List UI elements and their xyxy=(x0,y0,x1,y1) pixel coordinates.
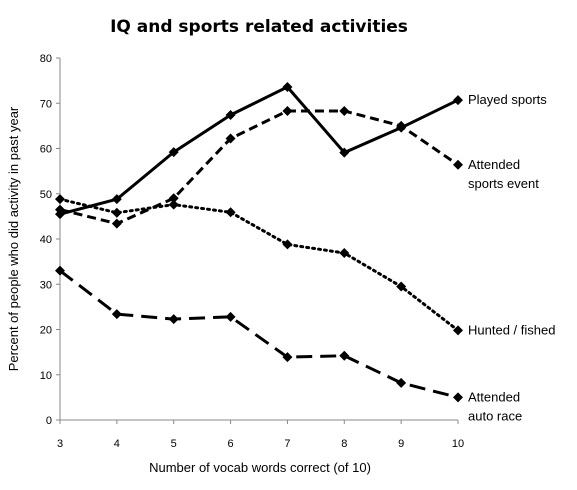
data-point-marker xyxy=(339,105,350,116)
x-tick-label: 6 xyxy=(228,438,234,450)
y-tick-label: 60 xyxy=(40,144,52,156)
data-point-marker xyxy=(55,204,65,215)
data-point-marker xyxy=(168,147,179,158)
y-axis-label: Percent of people who did activity in pa… xyxy=(6,106,21,371)
series-label: Played sports xyxy=(468,92,547,107)
data-point-marker xyxy=(453,159,463,170)
series-line xyxy=(59,85,459,216)
series-played-sports xyxy=(55,81,463,220)
series-layer xyxy=(55,81,463,403)
data-point-marker xyxy=(111,207,122,218)
y-tick-label: 40 xyxy=(40,234,52,246)
series-line xyxy=(58,197,460,332)
x-axis-label: Number of vocab words correct (of 10) xyxy=(149,460,371,475)
y-tick-label: 50 xyxy=(40,189,52,201)
data-point-marker xyxy=(225,133,236,144)
x-ticks: 3 4 5 6 7 8 9 10 xyxy=(57,420,464,450)
data-point-marker xyxy=(55,265,65,276)
data-point-marker xyxy=(453,392,463,403)
y-tick-label: 0 xyxy=(46,415,52,427)
series-labels: Played sports Attended sports event Hunted … xyxy=(468,92,555,423)
series-line xyxy=(59,109,459,226)
data-point-marker xyxy=(168,193,179,204)
data-point-marker xyxy=(111,218,122,229)
series-attended-auto-race xyxy=(55,265,463,403)
data-point-marker xyxy=(225,311,236,322)
data-point-marker xyxy=(453,95,463,106)
y-ticks: 0 10 20 30 40 50 60 70 80 xyxy=(40,53,60,427)
data-point-marker xyxy=(282,81,293,92)
data-point-marker xyxy=(339,147,350,158)
data-point-marker xyxy=(396,377,407,388)
y-tick-label: 30 xyxy=(40,279,52,291)
x-tick-label: 4 xyxy=(114,438,120,450)
data-point-marker xyxy=(225,110,236,121)
data-point-marker xyxy=(339,350,350,361)
data-point-marker xyxy=(282,239,293,250)
y-tick-label: 80 xyxy=(40,53,52,65)
x-tick-label: 3 xyxy=(57,438,63,450)
data-point-marker xyxy=(168,314,179,325)
data-point-marker xyxy=(453,325,463,336)
y-tick-label: 10 xyxy=(40,370,52,382)
data-point-marker xyxy=(111,194,122,205)
y-tick-label: 70 xyxy=(40,98,52,110)
series-line xyxy=(59,269,459,399)
series-label: Attended sports event xyxy=(468,157,539,191)
y-tick-label: 20 xyxy=(40,325,52,337)
series-label: Hunted / fished xyxy=(468,322,555,337)
data-point-marker xyxy=(339,248,350,259)
data-point-marker xyxy=(396,120,407,131)
data-point-marker xyxy=(168,199,179,210)
series-label: Attended auto race xyxy=(468,389,522,423)
x-tick-label: 9 xyxy=(398,438,404,450)
x-tick-label: 7 xyxy=(284,438,290,450)
data-point-marker xyxy=(225,207,236,218)
data-point-marker xyxy=(282,352,293,363)
data-point-marker xyxy=(111,309,122,320)
data-point-marker xyxy=(396,281,407,292)
chart-title: IQ and sports related activities xyxy=(110,17,408,37)
x-tick-label: 10 xyxy=(452,438,464,450)
data-point-marker xyxy=(282,105,293,116)
data-point-marker xyxy=(55,194,65,205)
x-tick-label: 5 xyxy=(171,438,177,450)
series-hunted-fished xyxy=(55,194,463,336)
x-tick-label: 8 xyxy=(341,438,347,450)
series-attended-sports-event xyxy=(55,105,463,229)
